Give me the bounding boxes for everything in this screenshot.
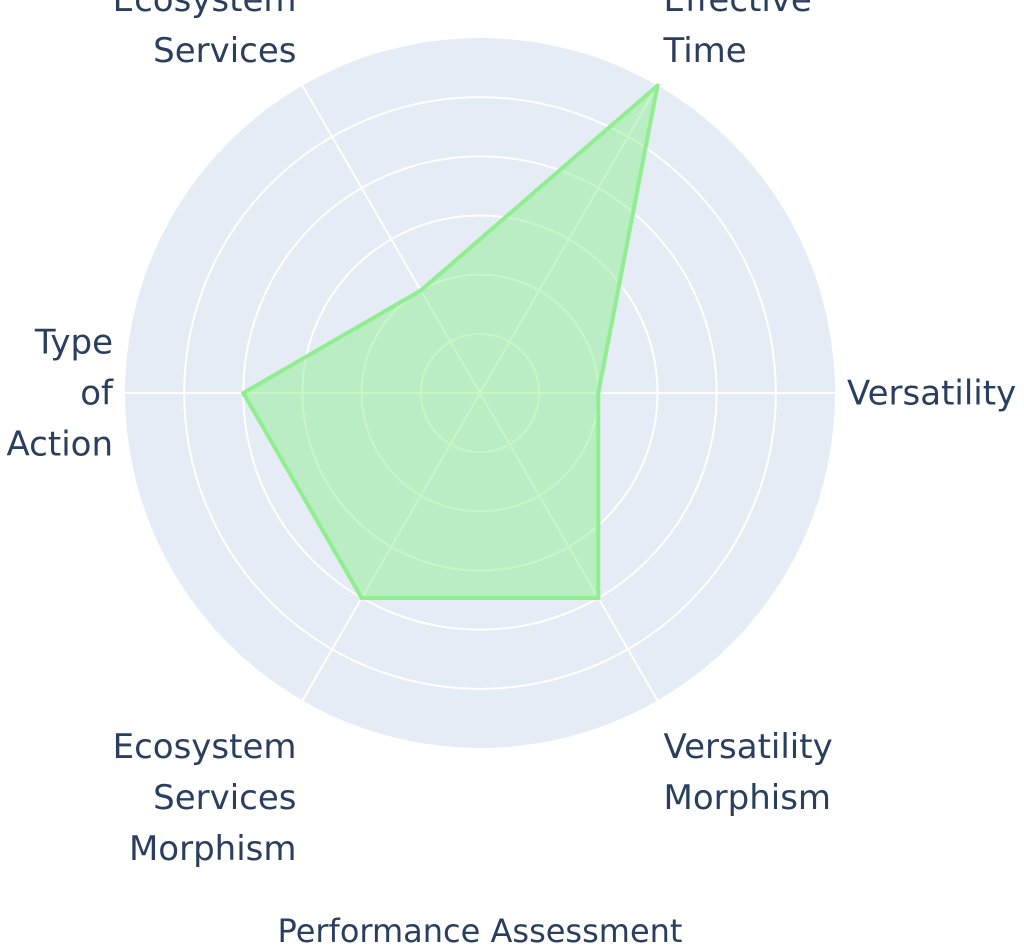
- axis-label-line: Ecosystem: [113, 0, 297, 20]
- axis-label-line: Versatility: [664, 727, 833, 767]
- axis-label-4: Ecosystem Services Morphism: [113, 727, 297, 869]
- data-point-1: [655, 83, 660, 88]
- axis-label-line: Ecosystem: [113, 727, 297, 767]
- data-point-2: [418, 288, 423, 293]
- axis-label-1: Effective Time: [663, 0, 812, 71]
- axis-label-line: Effective: [664, 0, 812, 20]
- data-point-0: [596, 391, 601, 395]
- axis-label-line: of: [80, 374, 114, 414]
- axis-label-line: Services: [153, 778, 296, 818]
- data-point-5: [596, 595, 601, 600]
- data-point-3: [241, 391, 246, 395]
- axis-label-0: Versatility: [847, 374, 1016, 414]
- axis-label-line: Action: [7, 425, 113, 465]
- axis-label-line: Versatility: [847, 374, 1016, 414]
- series-layer: [241, 83, 660, 600]
- axis-label-line: Type: [34, 323, 113, 363]
- data-point-4: [359, 595, 364, 600]
- axis-labels: Versatility Effective Time Ecosystem Service…: [7, 0, 1017, 869]
- chart-title: Performance Assessment: [278, 912, 683, 948]
- axis-label-line: Morphism: [664, 778, 832, 818]
- axis-label-line: Time: [663, 31, 747, 71]
- axis-label-line: Morphism: [129, 829, 297, 869]
- axis-label-line: Services: [153, 31, 296, 71]
- axis-label-5: Versatility Morphism: [664, 727, 833, 818]
- axis-label-3: Type of Action: [7, 323, 115, 465]
- axis-label-2: Ecosystem Services: [113, 0, 297, 71]
